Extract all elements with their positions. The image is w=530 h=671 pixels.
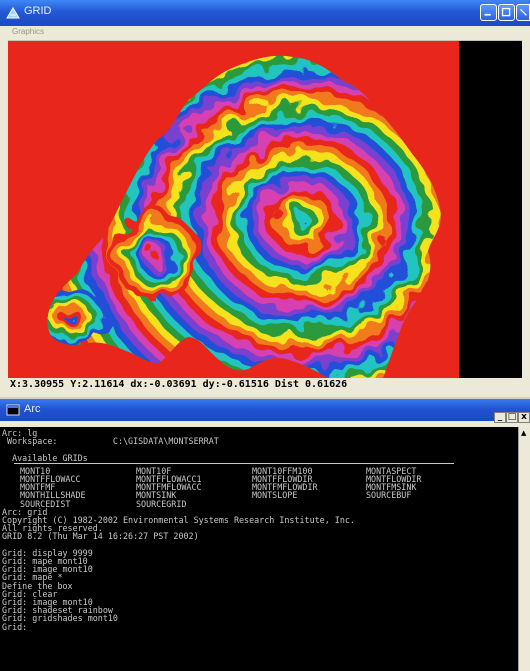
grid-close-button[interactable] xyxy=(516,4,530,21)
grid-list-item: MONTFFLOWACC xyxy=(20,473,81,484)
grid-list-item: MONTFMF xyxy=(20,482,56,493)
grid-list-item: MONTFLOWDIR xyxy=(366,473,422,484)
console-scrollbar[interactable]: ▲ xyxy=(518,427,530,671)
arc-window: Arc _ □ x Arc: lg Workspace: C:\GISDATA\… xyxy=(0,399,530,671)
grid-list-item: MONTFFLOWACC1 xyxy=(136,473,202,484)
grid-menubar: Graphics xyxy=(8,26,522,41)
console-line: Grid: mape mont10 xyxy=(2,555,88,566)
console-line: Grid: display 9999 xyxy=(2,547,93,558)
arc-titlebar[interactable]: Arc xyxy=(0,399,530,421)
console-line: Available GRIDs xyxy=(2,452,88,463)
console-line: Grid: image mont10 xyxy=(2,564,93,575)
console-line: GRID 8.2 (Thu Mar 14 16:26:27 PST 2002) xyxy=(2,531,199,542)
arc-minimize-button[interactable]: _ xyxy=(494,412,506,423)
grid-window-title: GRID xyxy=(24,5,52,17)
grid-map-canvas[interactable] xyxy=(8,41,522,378)
minimize-icon xyxy=(484,13,491,16)
contour-band xyxy=(302,220,304,222)
grid-list-item: MONTFMSINK xyxy=(366,482,417,493)
grid-list-item: MONTFFLOWDIR xyxy=(252,473,313,484)
grid-list-item: MONTHILLSHADE xyxy=(20,490,86,501)
console-line: Grid: mape * xyxy=(2,572,63,583)
arc-close-button[interactable]: x xyxy=(518,412,530,423)
grid-list-item: SOURCEBUF xyxy=(366,490,412,501)
console-line: Grid: xyxy=(2,621,28,632)
grid-list-item: MONTSLOPE xyxy=(252,490,298,501)
console-line: Workspace: C:\GISDATA\MONTSERRAT xyxy=(2,436,219,447)
console-line: Arc: grid xyxy=(2,506,48,517)
console-app-icon xyxy=(6,404,20,416)
grid-list-item: SOURCEGRID xyxy=(136,498,187,509)
console-line: Define the box xyxy=(2,580,73,591)
grid-list-item: MONTFMFLOWACC xyxy=(136,482,202,493)
console-line: All rights reserved. xyxy=(2,523,103,534)
arc-window-title: Arc xyxy=(24,403,41,415)
console-output[interactable]: Arc: lg Workspace: C:\GISDATA\MONTSERRAT… xyxy=(0,427,518,671)
contour-band xyxy=(152,252,160,260)
grid-list-item: MONTSINK xyxy=(136,490,177,501)
menu-graphics[interactable]: Graphics xyxy=(12,27,45,36)
arc-maximize-button[interactable]: □ xyxy=(506,412,518,423)
grid-titlebar[interactable]: GRID xyxy=(0,0,530,26)
grid-list-item: SOURCEDIST xyxy=(20,498,71,509)
console-line: Grid: shadeset rainbow xyxy=(2,605,113,616)
grid-list-item: MONTASPECT xyxy=(366,465,417,476)
console-line: Grid: gridshades mont10 xyxy=(2,613,118,624)
grid-list-item: MONT10 xyxy=(20,465,51,476)
console-line: Grid: clear xyxy=(2,588,58,599)
scroll-up-icon[interactable]: ▲ xyxy=(521,429,527,437)
grid-app-icon xyxy=(6,7,20,19)
map-black-margin xyxy=(459,41,522,378)
grid-list-item: MONT10FFM100 xyxy=(252,465,313,476)
grid-maximize-button[interactable] xyxy=(498,4,515,21)
contour-band xyxy=(69,316,71,318)
console-line: Copyright (C) 1982-2002 Environmental Sy… xyxy=(2,514,355,525)
grid-list-item: MONTFMFLOWDIR xyxy=(252,482,318,493)
close-icon xyxy=(519,8,527,16)
console-line: Grid: image mont10 xyxy=(2,596,93,607)
grids-divider xyxy=(14,462,454,464)
grid-minimize-button[interactable] xyxy=(480,4,497,21)
maximize-icon xyxy=(501,7,511,17)
coordinate-readout: X:3.30955 Y:2.11614 dx:-0.03691 dy:-0.61… xyxy=(8,378,522,392)
grid-list-item: MONT10F xyxy=(136,465,172,476)
grid-window: GRID Graphics X:3.3 xyxy=(0,0,530,397)
console-line: Arc: lg xyxy=(2,428,38,438)
